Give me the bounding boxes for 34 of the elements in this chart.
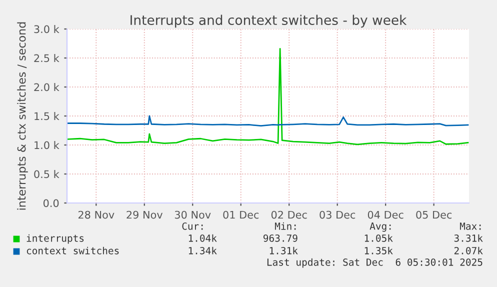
x-tick-label: 05 Dec: [416, 210, 452, 219]
text: Avg:: [370, 222, 391, 232]
y-tick-label: 2.0 k: [34, 83, 60, 92]
text: Cur:: [182, 222, 203, 230]
text: Last update: Sat Dec 6 05:30:01 2025: [267, 258, 482, 268]
y-tick-label: 2.5 k: [34, 54, 60, 62]
text: 1.05k: [364, 234, 393, 242]
x-tick-label: 29 Nov: [126, 210, 163, 219]
text: 1.04k: [188, 234, 217, 242]
x-tick-label: 02 Dec: [271, 210, 307, 219]
x-tick-label: 30 Nov: [174, 210, 211, 219]
y-axis-title: interrupts & ctx switches / second: [17, 22, 28, 210]
x-tick-label: 28 Nov: [78, 210, 114, 219]
y-tick-label: 0.5 k: [34, 170, 60, 178]
x-tick-label: 04 Dec: [368, 210, 404, 219]
y-tick-label: 0.0: [43, 199, 59, 208]
text: 1.31k: [270, 246, 298, 254]
x-tick-label: 01 Dec: [223, 210, 259, 219]
text: 1.34k: [188, 246, 217, 254]
text: 1.35k: [364, 246, 393, 254]
text: 3.31k: [454, 234, 483, 242]
legend-label: context switches: [26, 246, 119, 254]
y-tick-label: 1.5 k: [34, 112, 60, 120]
text: Min:: [274, 222, 296, 230]
legend-label: interrupts: [26, 234, 84, 244]
line-series: [67, 48, 469, 146]
x-tick-label: 03 Dec: [320, 210, 356, 219]
text: 2.07k: [454, 246, 483, 254]
y-tick-label: 3.0 k: [34, 25, 60, 34]
y-tick-label: 1.0 k: [34, 141, 60, 150]
chart-title: Interrupts and context switches - by week: [130, 14, 407, 28]
text: Max:: [460, 222, 481, 230]
text: 963.79: [263, 234, 298, 242]
line-series: [67, 115, 469, 127]
